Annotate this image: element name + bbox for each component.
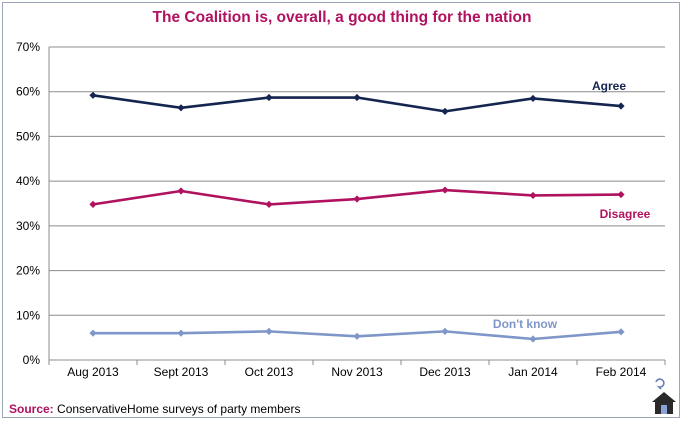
x-tick-label: Dec 2013	[419, 365, 471, 379]
series-point	[265, 327, 273, 335]
series-point	[529, 335, 537, 343]
y-tick-label: 40%	[16, 174, 40, 188]
chart-title: The Coalition is, overall, a good thing …	[152, 9, 532, 26]
series-label: Agree	[592, 79, 626, 93]
y-tick-label: 30%	[16, 219, 40, 233]
series-label: Don't know	[493, 317, 558, 331]
series-point	[89, 91, 97, 99]
source-label: Source:	[9, 402, 54, 416]
chart-frame	[2, 2, 680, 418]
series-point	[441, 327, 449, 335]
source-note: Source: ConservativeHome surveys of part…	[9, 402, 300, 416]
series-point	[617, 102, 625, 110]
x-tick-label: Sept 2013	[154, 365, 209, 379]
series-point	[353, 195, 361, 203]
series-point	[177, 104, 185, 112]
x-tick-label: Feb 2014	[596, 365, 647, 379]
y-tick-label: 10%	[16, 308, 40, 322]
x-tick-label: Oct 2013	[245, 365, 294, 379]
series-label: Disagree	[600, 207, 651, 221]
series-point	[529, 191, 537, 200]
series-point	[617, 328, 625, 336]
x-tick-label: Jan 2014	[508, 365, 558, 379]
series-point	[265, 93, 273, 102]
series-point	[441, 186, 449, 194]
y-tick-label: 60%	[16, 85, 40, 99]
series-point	[89, 200, 97, 208]
series-point	[89, 329, 97, 337]
house-logo-icon	[652, 378, 676, 414]
x-tick-label: Nov 2013	[331, 365, 383, 379]
series-point	[265, 200, 273, 208]
y-tick-label: 0%	[23, 353, 41, 367]
y-tick-label: 50%	[16, 129, 40, 143]
source-text: ConservativeHome surveys of party member…	[53, 402, 301, 416]
series-point	[177, 329, 185, 337]
series-point	[529, 94, 537, 103]
y-tick-label: 20%	[16, 264, 40, 278]
series-point	[617, 190, 625, 199]
series-point	[353, 93, 361, 102]
series-point	[177, 187, 185, 195]
y-tick-label: 70%	[16, 40, 40, 54]
series-point	[353, 332, 361, 340]
series-point	[441, 107, 449, 115]
x-tick-label: Aug 2013	[67, 365, 119, 379]
